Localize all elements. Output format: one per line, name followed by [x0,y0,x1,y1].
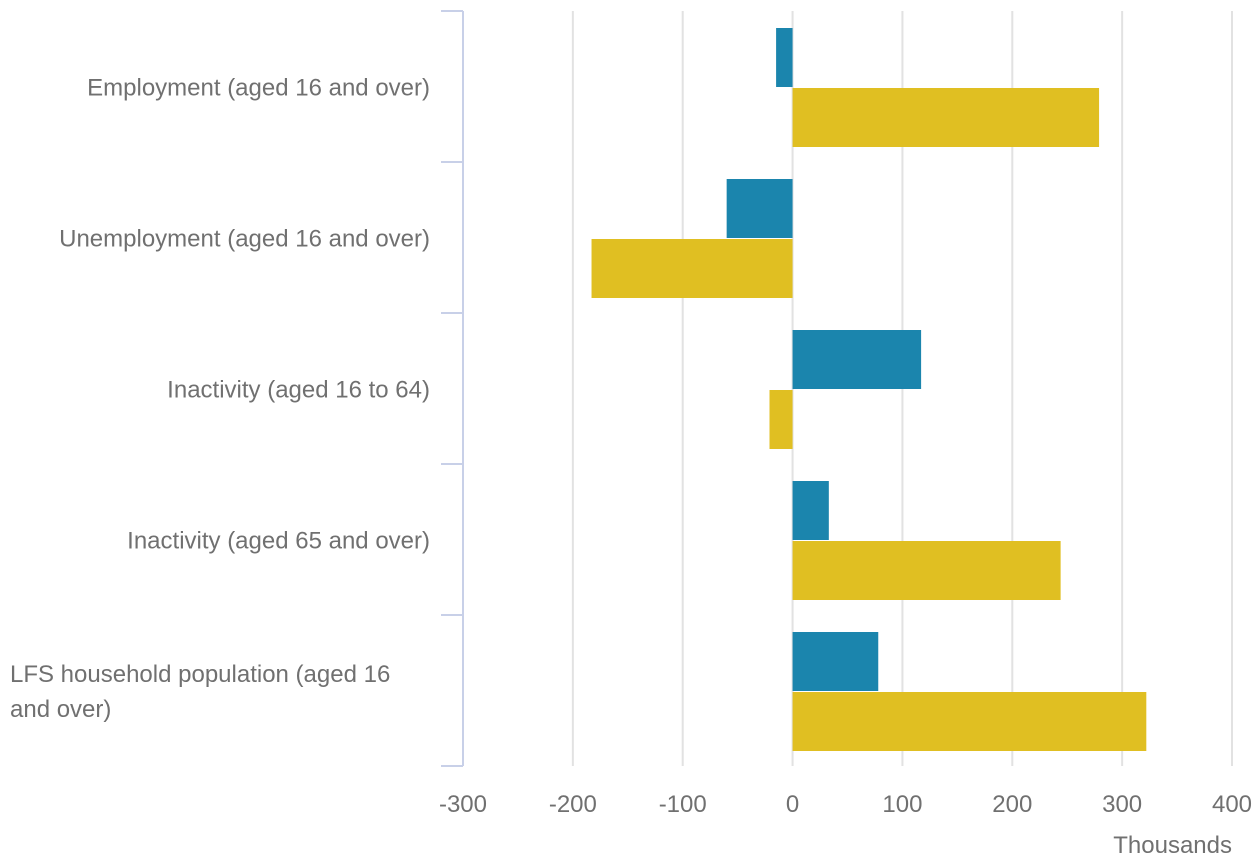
x-tick-label: -100 [659,791,707,818]
category-label: Inactivity (aged 65 and over) [127,528,430,555]
x-tick-label: -200 [549,791,597,818]
bar-series-1-1 [726,179,793,238]
category-axis [441,10,464,767]
category-label: LFS household population (aged 16 and ove… [10,661,390,723]
category-label: Unemployment (aged 16 and over) [59,226,430,253]
bar-series-1-0 [776,28,793,87]
bar-series-2-4 [792,692,1147,751]
x-tick-label: 300 [1102,791,1142,818]
bar-series-1-4 [792,632,879,691]
x-tick-label: 100 [882,791,922,818]
x-axis-title: Thousands [1113,832,1232,859]
bar-series-2-0 [792,88,1100,147]
x-tick-label: 400 [1212,791,1252,818]
bar-series-1-2 [792,330,922,389]
x-tick-label: 0 [786,791,799,818]
category-label: Inactivity (aged 16 to 64) [167,377,430,404]
x-tick-label: 200 [992,791,1032,818]
bar-series-2-3 [792,541,1061,600]
bar-series-2-1 [591,239,793,298]
bar-series-2-2 [769,390,793,449]
bar-series-1-3 [792,481,829,540]
bars [591,28,1147,751]
x-tick-labels: -300 -200 -100 0 100 200 300 400 [439,791,1252,818]
category-label: Employment (aged 16 and over) [87,75,430,102]
x-tick-label: -300 [439,791,487,818]
category-labels: Employment (aged 16 and over) Unemploymen… [10,75,430,724]
